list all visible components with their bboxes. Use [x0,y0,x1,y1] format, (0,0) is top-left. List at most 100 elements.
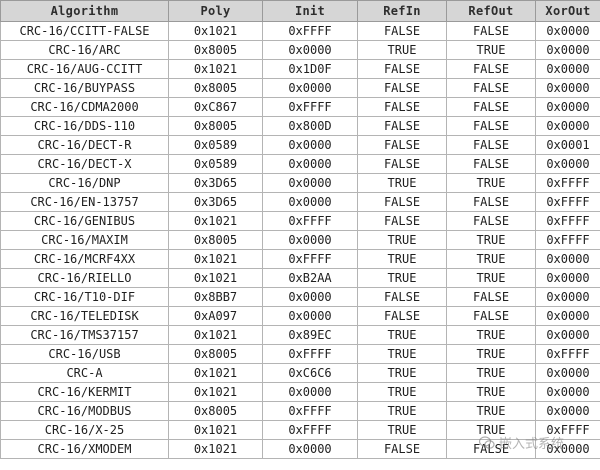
cell-xorout: 0x0000 [535,78,600,98]
cell-xorout: 0x0000 [535,401,600,421]
cell-refin: TRUE [357,173,447,193]
table-row: CRC-16/TMS37157 0x1021 0x89EC TRUE TRUE 0x000… [0,325,600,345]
cell-xorout: 0x0000 [535,363,600,383]
header-algorithm: Algorithm [0,0,169,22]
cell-xorout: 0x0001 [535,135,600,155]
cell-init: 0xFFFF [262,97,358,117]
cell-refin: TRUE [357,382,447,402]
cell-refout: TRUE [446,230,536,250]
cell-xorout: 0xFFFF [535,344,600,364]
crc-parameter-table: Algorithm Poly Init RefIn RefOut XorOut … [0,0,600,459]
cell-algorithm: CRC-16/DECT-X [0,154,169,174]
table-body: CRC-16/CCITT-FALSE 0x1021 0xFFFF FALSE FALSE… [0,21,600,459]
cell-init: 0xFFFF [262,401,358,421]
cell-xorout: 0x0000 [535,325,600,345]
cell-refout: FALSE [446,287,536,307]
cell-init: 0x1D0F [262,59,358,79]
table-row: CRC-16/DDS-110 0x8005 0x800D FALSE FALSE 0x00… [0,116,600,136]
cell-algorithm: CRC-16/X-25 [0,420,169,440]
cell-refout: TRUE [446,173,536,193]
cell-algorithm: CRC-16/MODBUS [0,401,169,421]
table-row: CRC-16/RIELLO 0x1021 0xB2AA TRUE TRUE 0x0000 [0,268,600,288]
cell-poly: 0x8005 [168,116,263,136]
cell-init: 0x0000 [262,382,358,402]
cell-init: 0xB2AA [262,268,358,288]
table-row: CRC-16/MODBUS 0x8005 0xFFFF TRUE TRUE 0x0000 [0,401,600,421]
cell-algorithm: CRC-16/KERMIT [0,382,169,402]
cell-refout: TRUE [446,40,536,60]
cell-algorithm: CRC-16/AUG-CCITT [0,59,169,79]
table-row: CRC-16/USB 0x8005 0xFFFF TRUE TRUE 0xFFFF [0,344,600,364]
cell-init: 0x0000 [262,135,358,155]
cell-refin: FALSE [357,287,447,307]
cell-refin: TRUE [357,420,447,440]
cell-poly: 0x1021 [168,249,263,269]
cell-algorithm: CRC-16/T10-DIF [0,287,169,307]
table-row: CRC-16/CDMA2000 0xC867 0xFFFF FALSE FALSE 0x0… [0,97,600,117]
cell-algorithm: CRC-16/XMODEM [0,439,169,459]
table-row: CRC-16/ARC 0x8005 0x0000 TRUE TRUE 0x0000 [0,40,600,60]
cell-init: 0xFFFF [262,420,358,440]
cell-refin: FALSE [357,306,447,326]
cell-refout: FALSE [446,21,536,41]
cell-algorithm: CRC-16/GENIBUS [0,211,169,231]
cell-poly: 0x8005 [168,401,263,421]
cell-refin: FALSE [357,97,447,117]
cell-xorout: 0x0000 [535,154,600,174]
cell-refout: TRUE [446,325,536,345]
cell-xorout: 0x0000 [535,287,600,307]
cell-algorithm: CRC-A [0,363,169,383]
cell-poly: 0xC867 [168,97,263,117]
cell-init: 0xFFFF [262,344,358,364]
cell-algorithm: CRC-16/BUYPASS [0,78,169,98]
cell-refout: FALSE [446,97,536,117]
cell-algorithm: CRC-16/CDMA2000 [0,97,169,117]
cell-refin: TRUE [357,325,447,345]
cell-init: 0x0000 [262,40,358,60]
cell-refin: FALSE [357,59,447,79]
table-row: CRC-16/DECT-R 0x0589 0x0000 FALSE FALSE 0x000… [0,135,600,155]
header-poly: Poly [168,0,263,22]
cell-poly: 0x8005 [168,78,263,98]
cell-refin: FALSE [357,192,447,212]
cell-xorout: 0x0000 [535,439,600,459]
cell-refout: TRUE [446,249,536,269]
cell-refout: FALSE [446,116,536,136]
cell-init: 0x0000 [262,78,358,98]
cell-poly: 0x0589 [168,135,263,155]
cell-refout: TRUE [446,268,536,288]
cell-refout: TRUE [446,363,536,383]
cell-refout: FALSE [446,439,536,459]
header-refin: RefIn [357,0,447,22]
cell-xorout: 0xFFFF [535,192,600,212]
cell-poly: 0x1021 [168,420,263,440]
cell-init: 0x0000 [262,306,358,326]
cell-algorithm: CRC-16/TELEDISK [0,306,169,326]
cell-poly: 0x8005 [168,40,263,60]
cell-init: 0x0000 [262,439,358,459]
cell-poly: 0x1021 [168,211,263,231]
cell-poly: 0x8BB7 [168,287,263,307]
cell-refout: TRUE [446,344,536,364]
table-row: CRC-16/DNP 0x3D65 0x0000 TRUE TRUE 0xFFFF [0,173,600,193]
table-row: CRC-16/GENIBUS 0x1021 0xFFFF FALSE FALSE 0xFF… [0,211,600,231]
cell-poly: 0x3D65 [168,173,263,193]
cell-refin: FALSE [357,439,447,459]
table-row: CRC-16/MAXIM 0x8005 0x0000 TRUE TRUE 0xFFFF [0,230,600,250]
cell-xorout: 0xFFFF [535,211,600,231]
cell-refout: TRUE [446,382,536,402]
cell-algorithm: CRC-16/EN-13757 [0,192,169,212]
cell-poly: 0x1021 [168,382,263,402]
header-xorout: XorOut [535,0,600,22]
table-row: CRC-16/AUG-CCITT 0x1021 0x1D0F FALSE FALSE 0x… [0,59,600,79]
cell-xorout: 0x0000 [535,40,600,60]
cell-refin: FALSE [357,21,447,41]
cell-xorout: 0x0000 [535,249,600,269]
cell-algorithm: CRC-16/TMS37157 [0,325,169,345]
cell-xorout: 0x0000 [535,268,600,288]
cell-refin: TRUE [357,230,447,250]
cell-refout: TRUE [446,420,536,440]
table-row: CRC-16/BUYPASS 0x8005 0x0000 FALSE FALSE 0x00… [0,78,600,98]
cell-poly: 0x1021 [168,59,263,79]
